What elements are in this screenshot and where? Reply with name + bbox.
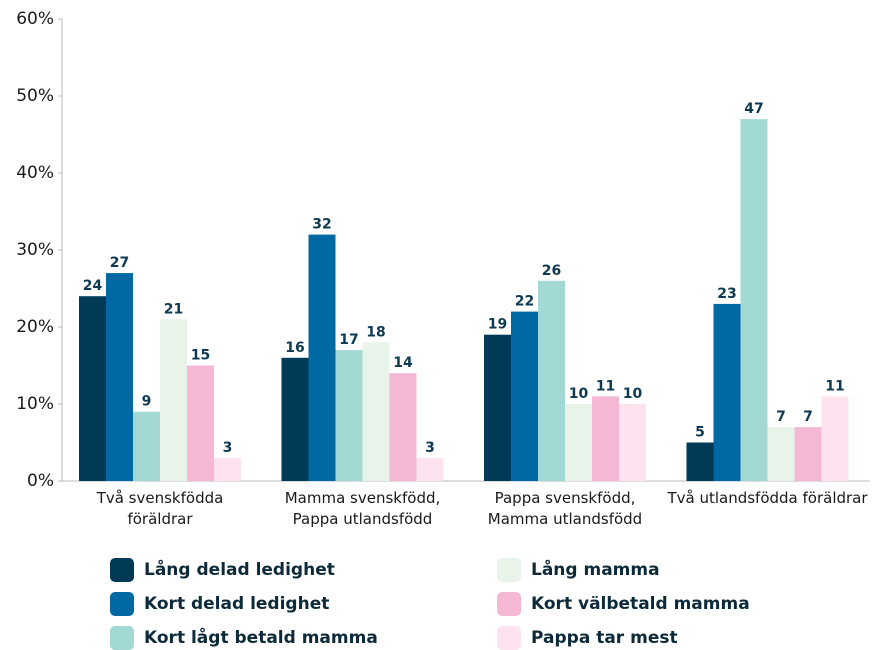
value-label: 22 [515,294,534,310]
bar [133,412,160,481]
bar [79,296,106,481]
value-label: 10 [623,386,643,402]
value-label: 26 [542,263,561,279]
bar [714,304,741,481]
value-label: 21 [164,301,183,317]
legend-label: Lång delad ledighet [144,560,335,580]
value-label: 11 [596,378,615,394]
bar [619,404,646,481]
legend-label: Kort delad ledighet [144,594,329,614]
value-label: 17 [339,332,358,348]
value-label: 3 [425,440,435,456]
legend-item: Kort delad ledighet [110,592,329,616]
legend-item: Lång mamma [497,558,660,582]
y-tick-label: 50% [16,86,54,106]
legend-label: Pappa tar mest [531,628,678,648]
value-label: 18 [366,324,385,340]
bar [741,119,768,481]
value-label: 47 [744,101,763,117]
y-tick-label: 30% [16,240,54,260]
bar [417,458,444,481]
legend-swatch [497,626,521,650]
value-label: 11 [825,378,844,394]
bar [336,350,363,481]
legend-item: Kort välbetald mamma [497,592,750,616]
bar [390,373,417,481]
value-label: 24 [83,278,103,294]
bar [538,281,565,481]
legend-swatch [497,558,521,582]
bar [484,335,511,481]
legend-swatch [110,558,134,582]
bar [187,366,214,482]
y-tick-label: 40% [16,163,54,183]
bar [282,358,309,481]
value-label: 32 [312,217,331,233]
x-tick-label: Två utlandsfödda föräldrar [658,488,877,509]
bar [592,396,619,481]
value-label: 19 [488,317,507,333]
legend-label: Lång mamma [531,560,660,580]
legend-item: Kort lågt betald mamma [110,626,378,650]
legend-swatch [110,626,134,650]
x-tick-label: Mamma svenskfödd, Pappa utlandsfödd [253,488,473,530]
bar [687,443,714,482]
bar [214,458,241,481]
y-tick-label: 10% [16,394,54,414]
value-label: 7 [776,409,786,425]
value-label: 14 [393,355,413,371]
x-tick-label: Pappa svenskfödd, Mamma utlandsfödd [455,488,675,530]
y-tick-label: 20% [16,317,54,337]
legend-item: Lång delad ledighet [110,558,335,582]
legend-item: Pappa tar mest [497,626,678,650]
bar [511,312,538,481]
y-tick-label: 60% [16,9,54,29]
value-label: 3 [223,440,233,456]
bar [309,235,336,481]
bar [363,342,390,481]
bar [160,319,187,481]
x-tick-label: Två svenskfödda föräldrar [50,488,270,530]
legend-swatch [110,592,134,616]
legend-label: Kort lågt betald mamma [144,628,378,648]
legend-swatch [497,592,521,616]
bar [106,273,133,481]
bar [768,427,795,481]
value-label: 5 [695,425,705,441]
value-label: 9 [142,394,152,410]
value-label: 23 [717,286,736,302]
value-label: 16 [285,340,304,356]
bar [565,404,592,481]
value-label: 15 [191,348,210,364]
value-label: 7 [803,409,813,425]
value-label: 10 [569,386,589,402]
bar [822,396,849,481]
legend-label: Kort välbetald mamma [531,594,750,614]
bar [795,427,822,481]
value-label: 27 [110,255,129,271]
